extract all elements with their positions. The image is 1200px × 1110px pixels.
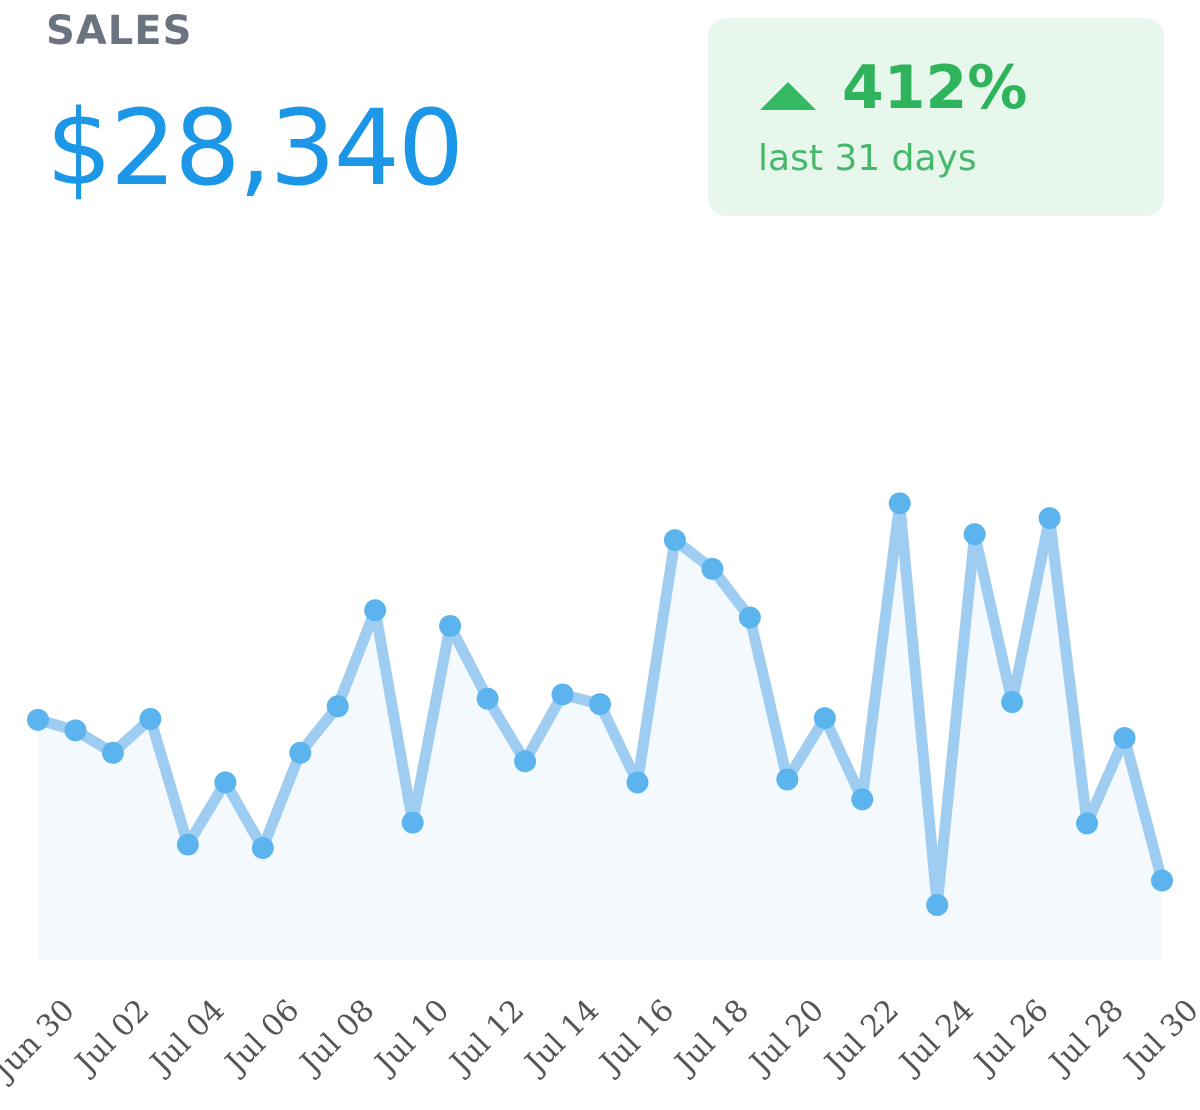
triangle-up-icon [760,82,816,110]
data-point[interactable] [1001,691,1024,714]
x-tick-label: Jul 28 [1041,993,1131,1083]
data-point[interactable] [776,768,799,791]
x-tick-label: Jul 12 [442,993,532,1083]
data-point[interactable] [214,771,237,794]
data-point[interactable] [888,492,911,515]
data-point[interactable] [589,693,611,716]
data-point[interactable] [439,614,462,637]
data-point[interactable] [251,836,274,859]
x-tick-label: Jul 14 [517,993,607,1083]
data-point[interactable] [963,523,986,546]
trend-caption: last 31 days [758,138,977,179]
widget-title: SALES [46,8,193,54]
x-tick-label: Jul 08 [292,993,382,1083]
x-tick-label: Jul 22 [816,993,906,1083]
data-point[interactable] [851,788,874,811]
data-point[interactable] [738,606,761,629]
data-point[interactable] [27,708,49,731]
data-point[interactable] [626,771,649,794]
data-point[interactable] [176,833,199,856]
data-point[interactable] [139,707,162,730]
data-point[interactable] [813,707,836,730]
x-tick-label: Jul 04 [142,993,232,1083]
x-tick-label: Jul 26 [966,993,1056,1083]
data-point[interactable] [514,750,537,773]
x-tick-label: Jul 06 [217,993,307,1083]
trend-percent: 412% [842,53,1028,123]
x-tick-label: Jul 24 [891,993,981,1083]
data-point[interactable] [663,529,686,552]
x-tick-label: Jul 18 [666,993,756,1083]
x-tick-label: Jul 02 [67,993,157,1083]
data-point[interactable] [64,719,87,742]
data-point[interactable] [701,557,724,580]
x-tick-label: Jul 30 [1116,993,1200,1083]
trend-badge: 412% last 31 days [708,18,1164,216]
data-point[interactable] [1113,727,1136,749]
data-point[interactable] [551,683,574,706]
data-point[interactable] [289,741,312,764]
data-point[interactable] [1151,869,1173,892]
sales-total-value: $28,340 [46,87,464,209]
series-area [38,503,1162,960]
x-tick-label: Jun 30 [0,993,82,1089]
data-point[interactable] [326,695,349,718]
data-point[interactable] [476,687,499,710]
data-point[interactable] [1076,812,1099,835]
x-tick-label: Jul 16 [592,993,682,1083]
data-point[interactable] [101,741,124,764]
data-point[interactable] [364,599,387,622]
data-point[interactable] [401,811,424,834]
x-tick-label: Jul 20 [741,993,831,1083]
x-tick-label: Jul 10 [367,993,457,1083]
data-point[interactable] [1038,507,1061,530]
data-point[interactable] [926,894,949,917]
